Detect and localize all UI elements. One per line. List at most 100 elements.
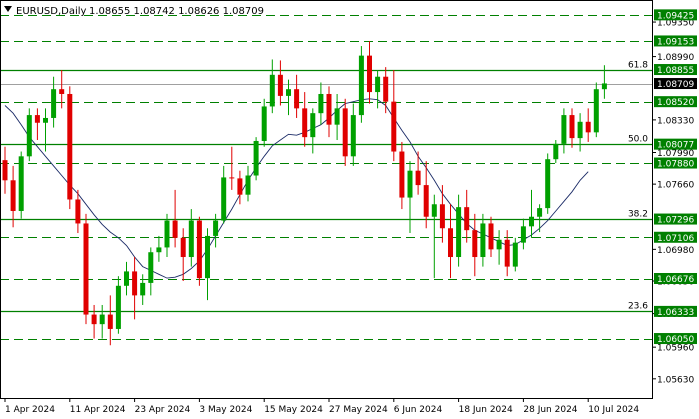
date-tick-label: 28 Jun 2024 [523,405,577,415]
date-tick-label: 18 Jun 2024 [459,405,513,415]
bull-candle [318,82,324,125]
bull-candle [148,247,154,296]
bull-candle [26,108,32,162]
bull-candle [188,209,194,267]
candle-body [156,247,162,253]
candle-body [164,220,170,248]
price-tick-label: 1.05630 [657,375,694,385]
candle-body [277,74,283,96]
candle-body [529,216,534,227]
bull-candle [99,304,105,339]
candle-body [569,115,575,139]
bear-candle [59,70,65,109]
fib-level-label: 38.2 [628,210,648,220]
candle-body [59,89,65,94]
level-price-box [654,9,697,21]
level-price-box [654,333,697,345]
bull-candle [140,274,146,305]
candle-body [472,230,478,258]
candle-body [439,204,445,229]
bear-candle [132,257,138,320]
price-tick-label: 1.07990 [657,149,694,159]
candle-body [229,177,235,179]
bear-candle [569,108,575,148]
candle-body [205,235,210,279]
candle-body [504,239,510,267]
candle-body [326,93,332,125]
candle-body [318,93,324,114]
candle-body [520,226,526,243]
level-price-label: 1.08520 [657,98,694,108]
bear-candle [326,86,332,138]
candle-body [213,220,219,236]
candle-body [67,93,73,200]
candle-body [399,151,405,198]
level-price-label: 1.08855 [657,66,694,76]
candle-body [456,207,462,258]
candle-body [302,108,308,138]
candle-body [261,106,267,141]
candle-body [577,121,583,139]
bull-candle [553,140,559,164]
bull-candle [18,151,24,219]
candle-body [43,117,48,123]
candle-body [512,242,518,267]
candle-body [601,83,607,90]
bull-candle [577,113,583,152]
date-tick-label: 1 Apr 2024 [5,405,55,415]
bear-candle [34,108,40,141]
candle-body [423,185,429,217]
bull-candle [358,46,364,123]
bear-candle [504,230,510,277]
bear-candle [367,41,372,104]
bear-candle [180,228,186,281]
price-axis-ticks: 1.09350 1.08990 1.08330 1.07990 1.07660 1.069… [652,19,694,385]
current-price-box [654,78,697,90]
bear-candle [439,185,445,243]
bear-candle [237,170,243,205]
bear-candle [488,216,494,258]
bear-candle [294,74,300,118]
level-price-label: 1.09425 [657,11,694,21]
bear-candle [67,86,73,210]
bull-candle [269,59,275,114]
date-tick-label: 6 Jun 2024 [394,405,443,415]
date-tick-label: 3 May 2024 [199,405,252,415]
bull-candle [261,98,267,147]
candle-body [415,170,421,186]
bull-candle [350,103,356,166]
bull-candle [115,276,121,334]
bull-candle [205,228,210,301]
bull-candle [480,213,486,267]
level-price-box [654,138,697,150]
candle-body [310,113,316,138]
bear-candle [2,146,8,194]
bear-candle [399,141,405,210]
bear-candle [342,98,348,166]
bull-candle [537,204,543,233]
bull-candle [253,137,259,181]
bull-candle [520,218,526,250]
bull-candle [334,93,340,141]
candle-body [358,55,364,116]
level-price-box [654,35,697,47]
bear-candle [83,213,89,325]
bear-candle [196,216,202,286]
bear-candle [75,189,81,234]
bear-candle [107,295,113,346]
level-price-box [654,213,697,225]
candle-body [593,89,599,133]
date-tick-label: 15 May 2024 [264,405,323,415]
candle-body [448,228,453,258]
bull-candle [221,165,227,224]
bear-candle [448,204,453,279]
level-price-label: 1.07106 [657,234,694,244]
fib-level-label: 50.0 [628,135,648,145]
bear-candle [277,60,283,106]
symbol-triangle-icon [4,6,12,12]
candle-body [188,220,194,258]
level-price-label: 1.08077 [657,141,694,151]
candle-body [34,115,40,123]
